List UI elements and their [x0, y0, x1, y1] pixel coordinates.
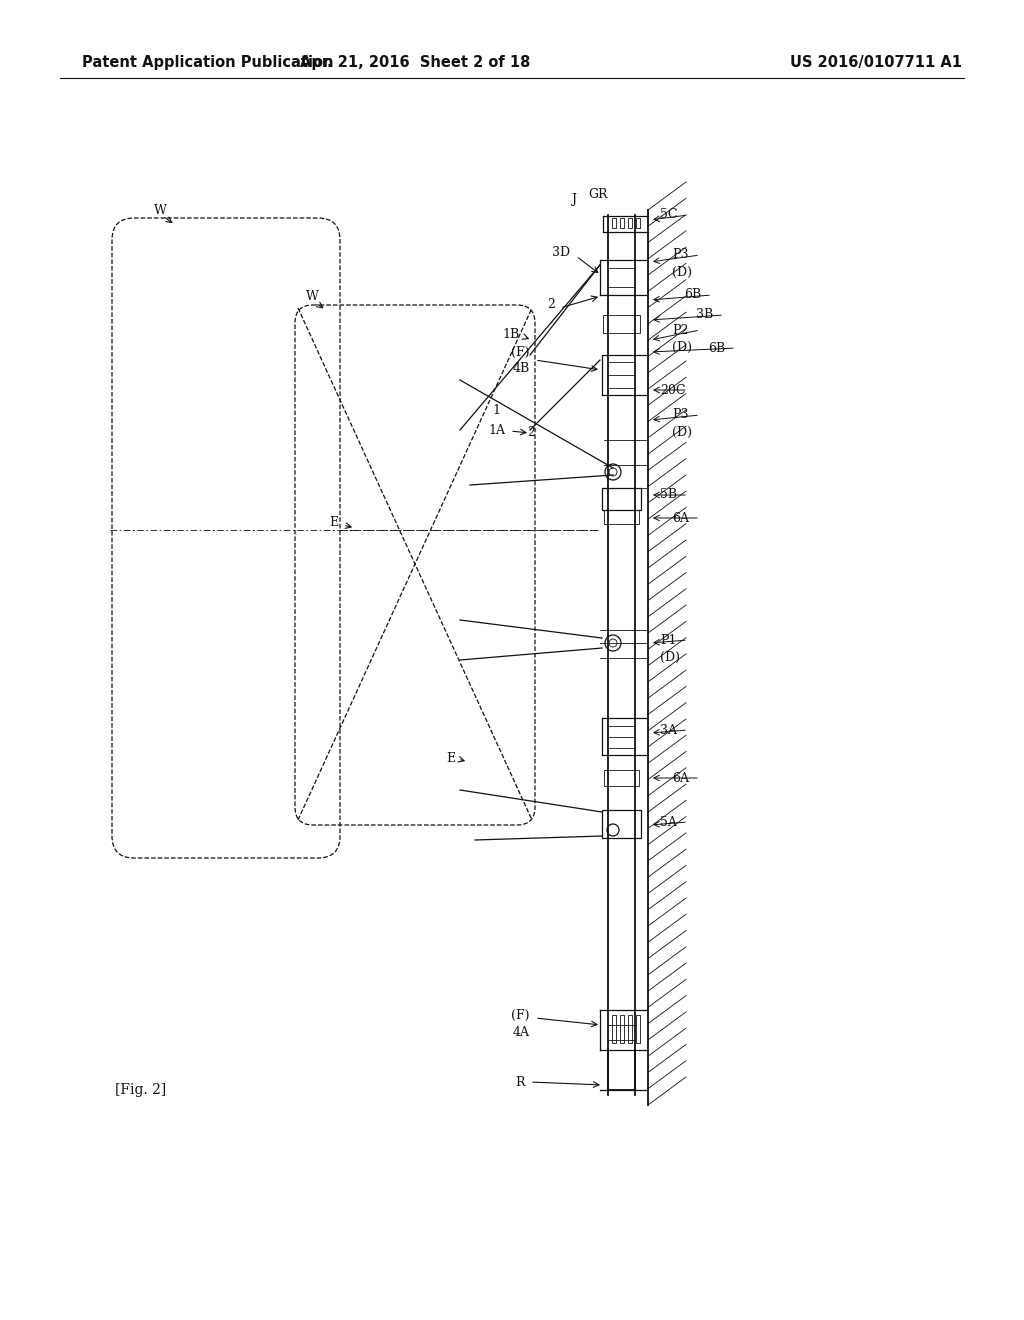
Text: 3D: 3D — [552, 247, 570, 260]
Text: R: R — [515, 1076, 525, 1089]
Bar — [620, 1015, 624, 1043]
Text: (F): (F) — [512, 346, 530, 359]
Text: P3: P3 — [672, 408, 688, 421]
Text: (D): (D) — [660, 651, 680, 664]
Bar — [636, 1015, 640, 1043]
Bar — [612, 218, 616, 228]
Text: (D): (D) — [672, 265, 692, 279]
Bar — [602, 810, 641, 838]
Text: (D): (D) — [672, 425, 692, 438]
Text: E: E — [445, 751, 455, 764]
Text: 5A: 5A — [660, 816, 677, 829]
Text: W: W — [154, 203, 167, 216]
Bar — [604, 770, 639, 785]
Text: P1: P1 — [660, 634, 677, 647]
Text: 6A: 6A — [672, 771, 689, 784]
Text: 6B: 6B — [684, 289, 701, 301]
Bar — [602, 488, 641, 510]
Bar — [628, 218, 632, 228]
Text: 6B: 6B — [708, 342, 725, 355]
Bar — [603, 315, 640, 333]
Text: J: J — [571, 194, 575, 206]
Text: 1: 1 — [492, 404, 500, 417]
Text: Apr. 21, 2016  Sheet 2 of 18: Apr. 21, 2016 Sheet 2 of 18 — [300, 54, 530, 70]
Text: GR: GR — [588, 189, 607, 202]
Text: 4A: 4A — [513, 1026, 530, 1039]
Bar — [620, 218, 624, 228]
Text: [Fig. 2]: [Fig. 2] — [115, 1082, 166, 1097]
Text: E: E — [329, 516, 338, 529]
Text: 6A: 6A — [672, 511, 689, 524]
Text: 2: 2 — [527, 425, 535, 438]
Text: P3: P3 — [672, 248, 688, 261]
Bar — [604, 510, 639, 524]
Text: 3B: 3B — [696, 309, 714, 322]
Text: 3A: 3A — [660, 723, 677, 737]
Bar — [636, 218, 640, 228]
Text: 1B: 1B — [503, 329, 520, 342]
Text: 2: 2 — [547, 298, 555, 312]
Text: (D): (D) — [672, 341, 692, 354]
Text: 5C: 5C — [660, 209, 678, 222]
Text: P2: P2 — [672, 323, 688, 337]
Text: Patent Application Publication: Patent Application Publication — [82, 54, 334, 70]
Text: 20C: 20C — [660, 384, 685, 396]
Text: 5B: 5B — [660, 488, 677, 502]
Bar — [612, 1015, 616, 1043]
Text: (F): (F) — [512, 1008, 530, 1022]
Bar — [628, 1015, 632, 1043]
Text: 1A: 1A — [488, 424, 505, 437]
Text: W: W — [305, 290, 318, 304]
Text: 4B: 4B — [513, 362, 530, 375]
Text: US 2016/0107711 A1: US 2016/0107711 A1 — [790, 54, 962, 70]
